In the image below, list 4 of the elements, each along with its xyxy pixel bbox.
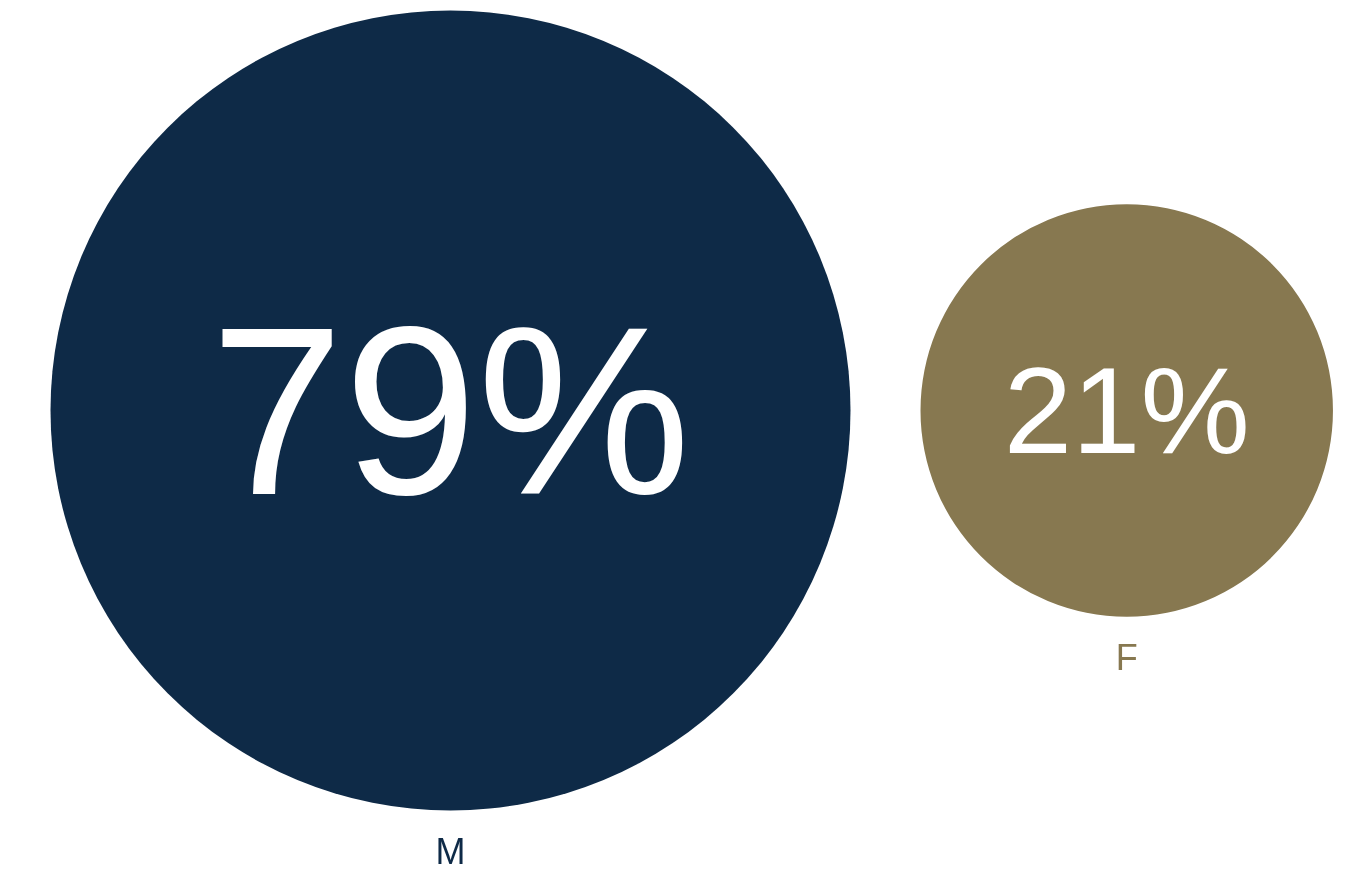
data-label: 79%	[210, 276, 691, 545]
category-label: M	[435, 830, 466, 872]
data-label: 21%	[1003, 342, 1250, 479]
category-label: F	[1115, 636, 1138, 678]
